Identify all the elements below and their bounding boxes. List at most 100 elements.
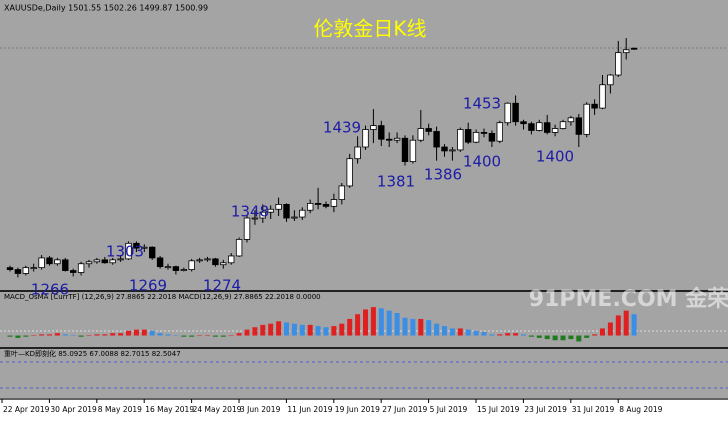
price-annotation: 1400	[463, 153, 501, 171]
macd-bar	[165, 334, 171, 336]
candle-body	[267, 208, 274, 213]
candle-body	[196, 259, 203, 262]
x-tick-label: 15 Jul 2019	[477, 405, 520, 414]
macd-bar	[31, 335, 37, 337]
macd-bar	[457, 328, 463, 336]
x-tick-label: 8 Aug 2019	[619, 405, 662, 414]
macd-bar	[513, 333, 519, 336]
macd-bar	[157, 333, 163, 336]
kd-label: 重叶—KD即刻化 85.0925 67.0088 82.7015 82.5047	[4, 349, 181, 358]
candle-body	[623, 49, 630, 54]
candle-body	[599, 84, 606, 109]
macd-bar	[133, 329, 139, 336]
macd-bar	[110, 333, 116, 336]
macd-bar	[212, 335, 218, 337]
candle-body	[14, 269, 22, 274]
candle-body	[275, 204, 282, 210]
candle-body	[401, 137, 409, 163]
macd-bar	[228, 335, 234, 337]
macd-bar	[544, 335, 550, 340]
candle-body	[204, 258, 211, 261]
macd-bar	[552, 335, 558, 341]
macd-bar	[394, 313, 400, 336]
macd-bar	[284, 322, 289, 336]
macd-bar	[607, 322, 613, 336]
macd-bar	[94, 334, 100, 336]
candle-body	[520, 121, 527, 125]
price-annotation: 1269	[129, 277, 167, 295]
candle-body	[180, 269, 187, 271]
price-annotation: 1439	[323, 119, 361, 137]
candle-body	[164, 266, 172, 269]
candle-body	[488, 132, 496, 142]
macd-label: MACD_OsMA [CurrTF] (12,26,9) 27.8865 22.…	[4, 293, 321, 301]
macd-bar	[410, 318, 416, 336]
x-tick-label: 19 Jun 2019	[335, 405, 380, 414]
macd-bar	[363, 309, 368, 336]
macd-bar	[568, 335, 574, 340]
candle-body	[109, 259, 116, 264]
price-annotation: 1348	[231, 203, 269, 221]
x-tick-label: 27 Jun 2019	[382, 405, 427, 414]
candle-body	[291, 216, 298, 219]
macd-bar	[102, 334, 108, 336]
candle-body	[370, 125, 377, 130]
macd-bar	[473, 330, 479, 336]
candle-body	[77, 263, 85, 273]
macd-bar	[386, 310, 392, 336]
macd-bar	[615, 315, 621, 336]
candle-body	[441, 146, 448, 152]
macd-bar	[291, 323, 297, 336]
candle-body	[425, 128, 432, 132]
macd-bar	[205, 335, 210, 337]
macd-bar	[339, 323, 345, 336]
candle-body	[141, 246, 148, 249]
candle-body	[496, 122, 503, 142]
x-tick-label: 11 Jun 2019	[287, 405, 332, 414]
candle-body	[243, 217, 251, 240]
header-text: XAUUSDe,Daily 1501.55 1502.26 1499.87 15…	[4, 4, 208, 13]
macd-bar	[54, 333, 60, 336]
x-tick-label: 3 Jun 2019	[240, 405, 281, 414]
candle-body	[235, 239, 243, 257]
price-annotation: 1381	[377, 173, 415, 191]
macd-bar	[347, 318, 353, 336]
candle-body	[62, 259, 69, 271]
macd-bar	[62, 334, 68, 336]
macd-bar	[631, 314, 637, 336]
macd-bar	[315, 326, 321, 336]
macd-bar	[370, 307, 376, 336]
candle-body	[575, 117, 582, 135]
macd-bar	[536, 335, 542, 338]
macd-bar	[149, 330, 155, 336]
macd-bar	[181, 335, 187, 337]
candle-body	[346, 158, 353, 187]
macd-bar	[402, 317, 408, 336]
x-tick-label: 30 Apr 2019	[50, 405, 97, 414]
macd-bar	[426, 320, 432, 336]
candle-body	[362, 129, 369, 148]
candle-body	[551, 128, 559, 133]
candle-body	[133, 242, 140, 249]
macd-bar	[70, 335, 76, 337]
macd-bar	[434, 323, 440, 336]
candle-body	[528, 123, 535, 131]
candle-body	[338, 185, 345, 200]
macd-bar	[141, 329, 147, 336]
macd-bar	[7, 335, 13, 337]
candle-body	[22, 267, 29, 274]
x-tick-label: 23 Jul 2019	[524, 405, 567, 414]
candle-body	[464, 129, 472, 143]
candle-body	[559, 121, 567, 129]
candle-body	[480, 132, 488, 134]
candle-body	[85, 261, 93, 265]
candle-body	[536, 122, 543, 131]
macd-bar	[244, 329, 250, 336]
x-tick-label: 22 Apr 2019	[3, 405, 50, 414]
macd-bar	[331, 326, 337, 336]
candle-body	[504, 102, 511, 124]
price-annotation: 1400	[536, 148, 574, 166]
price-annotation: 1274	[203, 277, 241, 295]
